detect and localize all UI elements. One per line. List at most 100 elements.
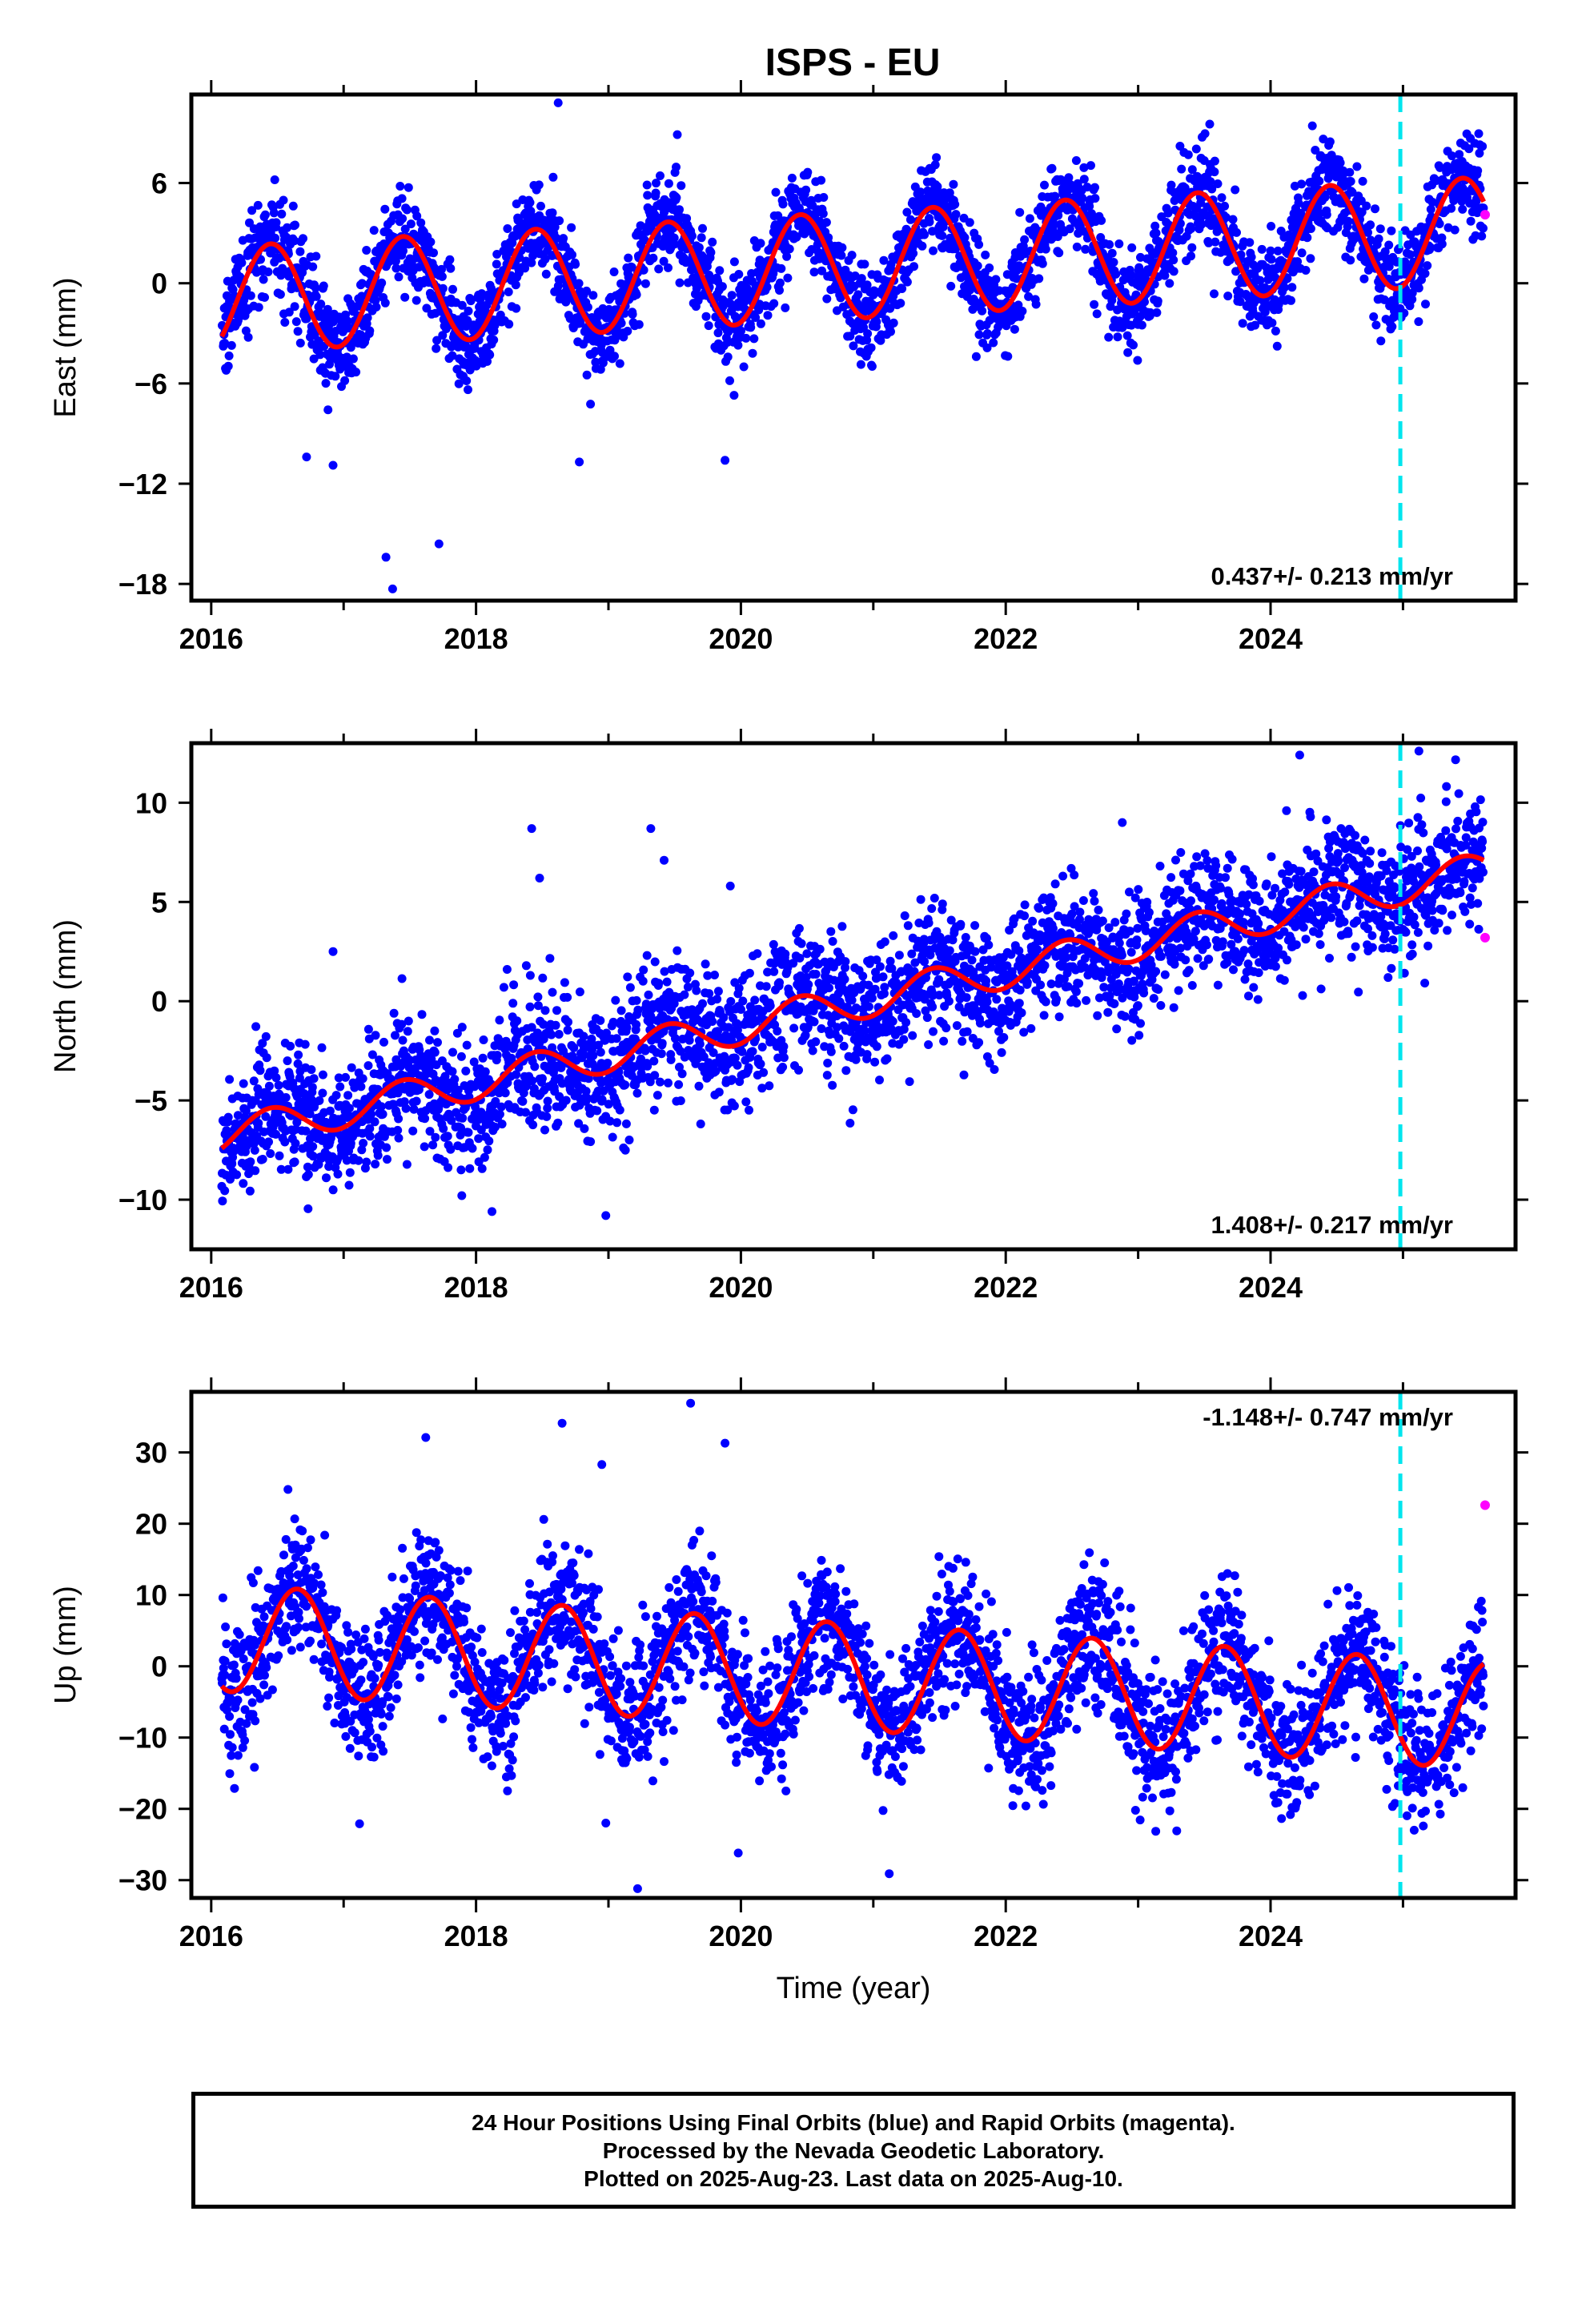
final-point xyxy=(1345,167,1355,177)
final-point xyxy=(779,1053,789,1063)
final-point xyxy=(497,1120,507,1129)
final-point xyxy=(518,1096,528,1106)
final-point xyxy=(701,312,711,321)
final-point xyxy=(794,1065,803,1075)
final-point xyxy=(927,904,937,913)
final-point xyxy=(664,263,673,272)
final-point xyxy=(739,362,749,372)
final-point xyxy=(857,274,866,283)
final-point xyxy=(694,243,704,252)
final-point xyxy=(902,277,912,287)
final-point xyxy=(305,1109,315,1119)
final-point xyxy=(471,1102,480,1112)
final-point xyxy=(872,1042,881,1051)
final-point xyxy=(823,1059,833,1068)
final-point xyxy=(400,224,410,234)
final-point xyxy=(443,1132,452,1141)
final-point xyxy=(888,1016,897,1026)
final-point xyxy=(347,1063,356,1072)
final-point xyxy=(1297,179,1307,189)
final-point xyxy=(1207,184,1217,194)
final-point xyxy=(503,224,512,233)
final-point xyxy=(769,967,779,976)
final-point xyxy=(938,899,947,909)
final-point xyxy=(404,183,413,192)
final-point xyxy=(1366,235,1375,245)
final-point xyxy=(1238,319,1247,328)
final-point xyxy=(1109,258,1118,267)
final-point xyxy=(1435,163,1445,172)
final-point xyxy=(648,253,658,263)
final-point xyxy=(393,1125,403,1135)
final-point xyxy=(371,1031,380,1040)
final-point xyxy=(1380,247,1390,256)
final-point xyxy=(1387,322,1397,332)
final-point xyxy=(417,1010,427,1019)
final-point xyxy=(319,281,328,291)
final-point xyxy=(759,1068,769,1077)
final-point xyxy=(1306,254,1315,263)
final-point xyxy=(894,951,904,960)
final-point xyxy=(841,957,850,967)
final-point xyxy=(389,1008,399,1018)
final-point xyxy=(534,180,544,190)
final-point xyxy=(507,1053,516,1063)
final-point xyxy=(567,223,576,232)
final-point xyxy=(367,1109,376,1119)
final-point xyxy=(664,1078,673,1088)
final-point xyxy=(448,351,457,360)
final-point xyxy=(489,336,499,344)
final-point xyxy=(264,1081,274,1091)
final-point xyxy=(315,350,325,360)
final-point xyxy=(714,1088,724,1097)
final-point xyxy=(636,221,645,231)
final-point xyxy=(642,951,652,960)
final-point xyxy=(627,263,636,272)
final-point xyxy=(713,328,723,338)
final-point xyxy=(402,1160,412,1169)
final-point xyxy=(928,227,938,236)
final-point xyxy=(437,264,446,274)
final-point xyxy=(817,175,826,185)
final-point xyxy=(785,244,794,254)
final-point xyxy=(218,1196,227,1206)
final-point xyxy=(260,292,269,302)
final-point xyxy=(818,209,828,219)
final-point xyxy=(962,993,971,1003)
final-point xyxy=(403,1027,412,1036)
final-point xyxy=(692,283,701,293)
final-point xyxy=(258,1155,267,1164)
final-point xyxy=(357,279,367,288)
final-point xyxy=(616,319,626,328)
final-point xyxy=(1092,309,1102,319)
final-point xyxy=(845,1119,855,1128)
final-point xyxy=(985,263,994,272)
final-point xyxy=(457,1191,467,1200)
final-point xyxy=(543,1096,552,1106)
final-point xyxy=(1325,137,1335,147)
final-point xyxy=(521,961,531,971)
final-point xyxy=(1464,144,1474,154)
final-point xyxy=(254,303,263,312)
final-point xyxy=(509,980,519,990)
final-point xyxy=(223,361,233,371)
final-point-outlier xyxy=(302,452,311,462)
final-point xyxy=(371,1160,380,1169)
final-point xyxy=(504,320,514,329)
final-point xyxy=(748,348,757,358)
final-point xyxy=(343,1091,353,1100)
final-point xyxy=(311,283,320,292)
final-point xyxy=(401,1104,411,1113)
final-point xyxy=(1107,248,1117,258)
final-point xyxy=(548,208,557,218)
final-point xyxy=(331,372,340,381)
final-point xyxy=(264,1137,273,1147)
final-point xyxy=(1151,228,1161,238)
final-point xyxy=(802,949,812,959)
final-point xyxy=(563,992,572,1002)
final-point xyxy=(382,1143,391,1152)
final-point xyxy=(307,1065,316,1075)
final-point xyxy=(316,300,326,309)
final-point xyxy=(989,338,998,348)
final-point xyxy=(807,245,817,254)
